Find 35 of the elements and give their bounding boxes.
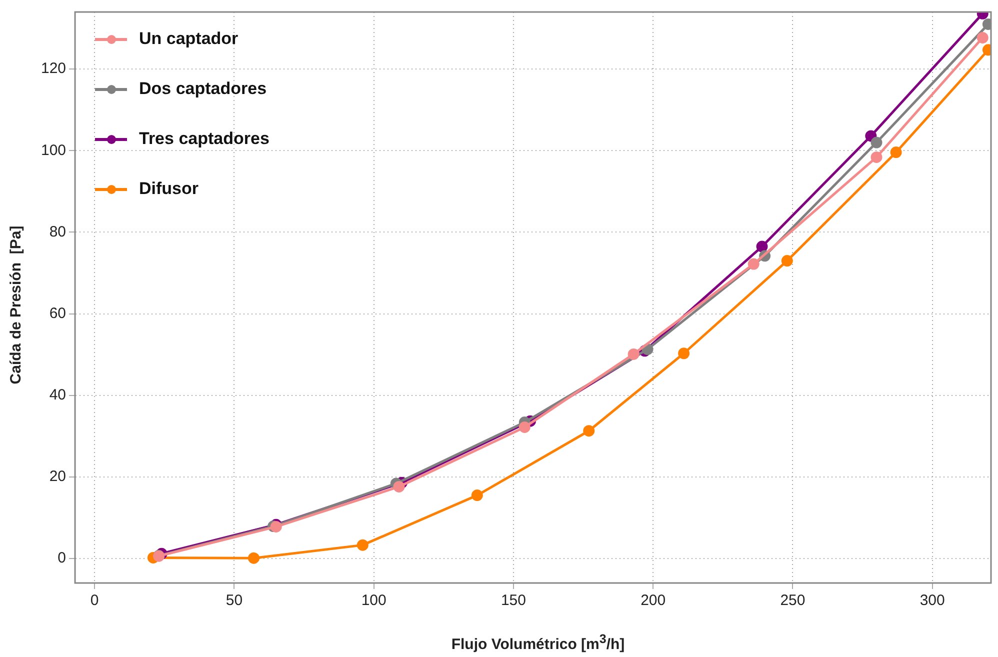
point: [393, 480, 405, 492]
point: [356, 539, 368, 551]
y-tick-label: 0: [58, 550, 66, 567]
x-tick-label: 200: [640, 592, 666, 610]
point: [471, 490, 483, 502]
point: [628, 348, 640, 360]
x-tick-label: 100: [361, 592, 386, 610]
x-tick-label: 0: [90, 592, 99, 610]
y-tick-label: 20: [49, 468, 66, 486]
y-axis-title: Caída de Presión [Pa]: [8, 226, 24, 384]
legend-label: Un captador: [139, 29, 238, 49]
point: [678, 348, 690, 360]
x-tick-label: 150: [500, 592, 526, 610]
legend-label: Dos captadores: [139, 79, 267, 99]
legend-label: Difusor: [139, 179, 198, 199]
point: [890, 146, 902, 158]
point: [583, 425, 595, 437]
y-tick-label: 80: [49, 223, 66, 240]
x-axis-title: Flujo Volumétrico [m$^{3}$/h]: [450, 632, 626, 653]
y-tick-label: 100: [40, 142, 66, 159]
y-tick-label: 60: [49, 304, 66, 322]
point: [748, 258, 760, 270]
point: [248, 552, 260, 564]
y-tick-label: 40: [49, 386, 66, 404]
x-tick-label: 250: [780, 592, 806, 610]
point: [781, 255, 793, 267]
point: [870, 151, 882, 163]
point: [976, 32, 988, 44]
y-tick-label: 120: [40, 60, 66, 78]
point: [870, 136, 882, 148]
point: [518, 421, 530, 433]
point: [756, 240, 768, 252]
x-tick-label: 300: [920, 592, 945, 610]
x-tick-label: 50: [226, 592, 243, 610]
legend-label: Tres captadores: [139, 129, 270, 149]
